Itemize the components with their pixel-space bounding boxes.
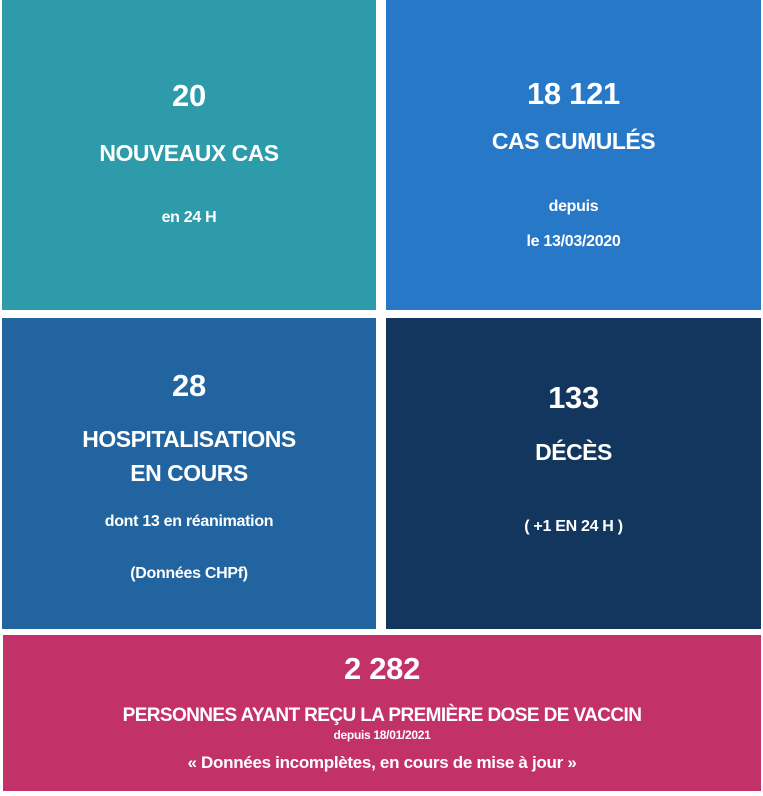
- cumulative-cases-value: 18 121: [526, 76, 621, 111]
- hospitalisations-label-line2: EN COURS: [130, 460, 248, 486]
- new-cases-label: NOUVEAUX CAS: [99, 140, 279, 166]
- deaths-tile: 133 DÉCÈS ( +1 EN 24 H ): [386, 318, 761, 629]
- deaths-value: 133: [548, 380, 599, 415]
- hospitalisations-value: 28: [172, 368, 206, 403]
- vaccination-label: PERSONNES AYANT REÇU LA PREMIÈRE DOSE DE…: [122, 705, 642, 726]
- cumulative-since-date: le 13/03/2020: [526, 233, 621, 250]
- cumulative-cases-label: CAS CUMULÉS: [491, 128, 656, 154]
- cumulative-cases-tile: 18 121 CAS CUMULÉS depuis le 13/03/2020: [386, 0, 761, 310]
- hospitalisations-tile: 28 HOSPITALISATIONS EN COURS dont 13 en …: [2, 318, 376, 629]
- deaths-label: DÉCÈS: [535, 439, 612, 465]
- vaccination-note: « Données incomplètes, en cours de mise …: [187, 753, 577, 772]
- new-cases-value: 20: [172, 78, 206, 113]
- vaccination-banner: 2 282 PERSONNES AYANT REÇU LA PREMIÈRE D…: [3, 635, 761, 791]
- vaccination-since: depuis 18/01/2021: [333, 728, 431, 742]
- deaths-change: ( +1 EN 24 H ): [524, 518, 623, 535]
- new-cases-period: en 24 H: [161, 209, 217, 226]
- cumulative-since-label: depuis: [548, 198, 599, 215]
- vaccination-value: 2 282: [343, 651, 421, 686]
- new-cases-tile: 20 NOUVEAUX CAS en 24 H: [2, 0, 376, 310]
- hospitalisations-icu-detail: dont 13 en réanimation: [104, 513, 274, 530]
- hospitalisations-label-line1: HOSPITALISATIONS: [82, 426, 296, 452]
- hospitalisations-source: (Données CHPf): [130, 565, 248, 582]
